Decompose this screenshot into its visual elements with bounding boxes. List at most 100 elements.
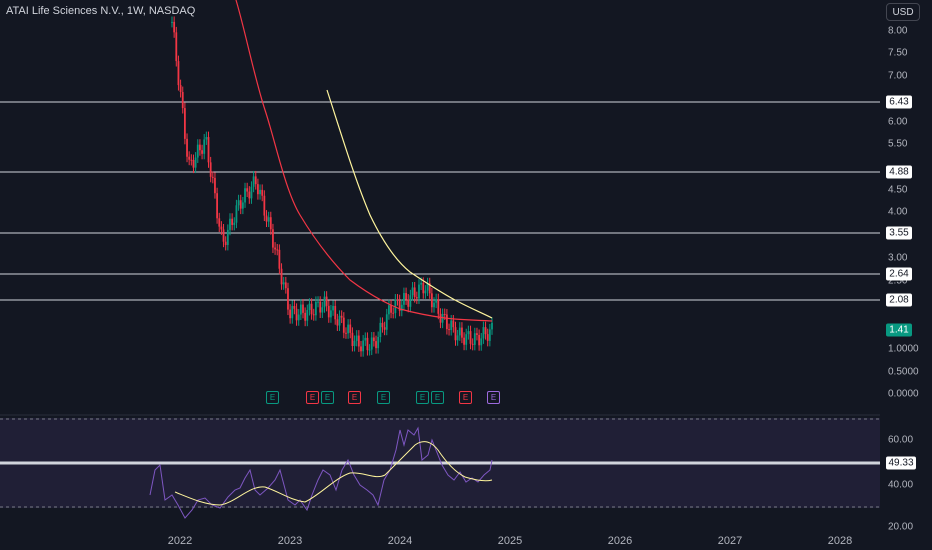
candle-body [385,314,388,330]
candle-body [304,312,307,321]
candle-body [448,329,450,331]
time-tick: 2023 [277,535,303,547]
candles [171,16,493,357]
candle-body [196,144,199,158]
candle-body [428,283,431,294]
candle-body [486,334,489,341]
ma-slow-line [326,89,493,319]
candle-body [450,320,453,331]
price-tick: 4.50 [888,184,908,196]
earnings-marker[interactable]: E [487,391,500,404]
candle-body [403,293,405,305]
candle-body [370,337,373,350]
candle-body [342,317,345,333]
candle-body [388,305,390,315]
level-label: 6.43 [886,95,912,109]
candle-body [332,305,334,311]
candle-body [430,293,433,308]
candle-body [216,193,219,219]
candle-body [437,299,440,314]
candle-body [218,218,221,227]
level-label: 2.08 [886,293,912,307]
price-tick: 7.00 [888,70,908,82]
candle-body [201,150,203,154]
price-tick: 6.00 [888,116,908,128]
candle-body [276,249,279,251]
candle-body [231,218,234,225]
chart-title: ATAI Life Sciences N.V., 1W, NASDAQ [6,5,196,17]
time-tick: 2028 [827,535,853,547]
candle-body [207,137,210,163]
earnings-marker[interactable]: E [431,391,444,404]
candle-body [330,310,332,318]
candle-body [297,314,300,321]
candle-body [368,349,371,351]
earnings-marker[interactable]: E [266,391,279,404]
candle-body [284,282,287,289]
candle-body [229,218,231,230]
candle-body [400,304,403,311]
time-tick: 2022 [167,535,193,547]
candle-body [259,189,261,195]
candle-body [452,320,455,328]
price-tick: 8.00 [888,25,908,37]
candle-body [222,229,225,242]
earnings-marker[interactable]: E [321,391,334,404]
current-price-label: 1.41 [886,323,912,337]
candle-body [241,202,244,209]
candle-body [308,303,311,311]
candle-body [411,287,414,296]
candle-body [357,335,360,347]
price-tick: 5.50 [888,138,908,150]
candle-body [327,305,330,318]
earnings-marker[interactable]: E [459,391,472,404]
price-axis[interactable]: 8.00 7.50 7.00 6.00 5.50 4.50 4.00 3.00 … [880,0,932,550]
candle-body [482,327,485,339]
candle-body [383,327,386,330]
candle-body [458,327,461,336]
candle-body [426,283,429,291]
candle-body [360,346,362,352]
candle-body [323,296,326,308]
time-tick: 2026 [607,535,633,547]
candle-body [478,334,481,346]
candle-body [418,284,420,299]
candle-body [254,176,257,185]
candle-body [379,322,382,338]
candle-body [239,200,242,209]
candle-body [445,314,448,330]
earnings-marker[interactable]: E [348,391,361,404]
candle-body [362,340,365,352]
candle-body [409,295,412,307]
candle-body [244,188,246,203]
candle-body [274,247,276,250]
candle-body [267,217,270,222]
price-tick: 7.50 [888,47,908,59]
rsi-value-label: 49.33 [886,456,916,470]
currency-button[interactable]: USD [886,3,920,21]
candle-body [179,85,182,93]
candle-body [405,293,407,300]
candle-body [293,305,296,309]
candle-body [299,304,302,315]
candle-body [456,335,459,341]
earnings-marker[interactable]: E [416,391,429,404]
candle-body [188,156,191,160]
candle-body [175,32,178,62]
candle-body [312,314,315,316]
candle-body [407,299,410,307]
candle-body [224,241,227,245]
candle-body [317,301,319,303]
candle-body [463,337,465,345]
candle-body [214,177,216,194]
candle-body [340,315,343,318]
earnings-marker[interactable]: E [377,391,390,404]
price-chart[interactable] [0,0,880,550]
price-tick: 2.50 [888,275,908,287]
candle-body [265,215,268,222]
candle-body [347,324,350,334]
candle-body [250,186,253,199]
earnings-marker[interactable]: E [306,391,319,404]
candle-body [473,333,476,345]
candle-body [171,21,173,23]
